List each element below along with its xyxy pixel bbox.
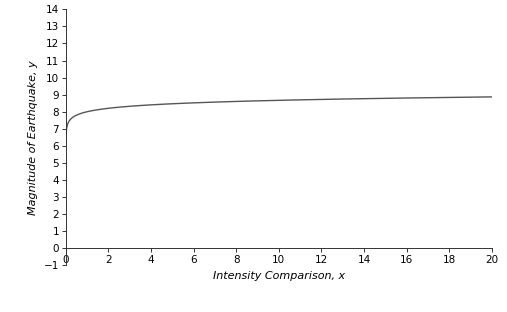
Y-axis label: Magnitude of Earthquake, y: Magnitude of Earthquake, y (28, 60, 38, 215)
X-axis label: Intensity Comparison, x: Intensity Comparison, x (213, 271, 345, 281)
